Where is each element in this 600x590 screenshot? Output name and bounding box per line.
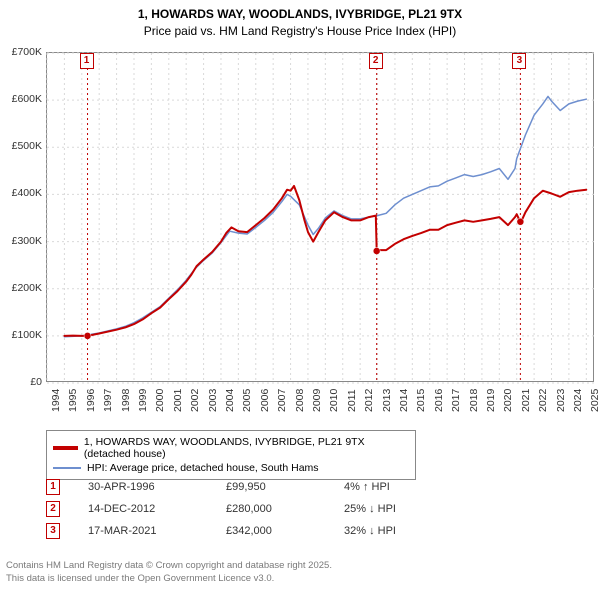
x-tick-label: 2011 bbox=[346, 389, 358, 412]
sale-row: 1 30-APR-1996 £99,950 4% ↑ HPI bbox=[46, 476, 454, 498]
sale-price: £99,950 bbox=[226, 481, 316, 493]
chart-legend: 1, HOWARDS WAY, WOODLANDS, IVYBRIDGE, PL… bbox=[46, 430, 416, 480]
x-tick-label: 2008 bbox=[294, 389, 306, 412]
x-tick-label: 1995 bbox=[67, 389, 79, 412]
legend-label: 1, HOWARDS WAY, WOODLANDS, IVYBRIDGE, PL… bbox=[84, 436, 409, 460]
sale-vs-hpi: 32% ↓ HPI bbox=[344, 525, 454, 537]
plot-region bbox=[46, 52, 594, 382]
sale-marker-badge: 3 bbox=[46, 523, 60, 539]
sale-marker-3: 3 bbox=[512, 53, 526, 69]
sale-vs-hpi: 4% ↑ HPI bbox=[344, 481, 454, 493]
x-tick-label: 2015 bbox=[415, 389, 427, 412]
sale-price: £342,000 bbox=[226, 525, 316, 537]
x-tick-label: 2017 bbox=[450, 389, 462, 412]
sale-row: 2 14-DEC-2012 £280,000 25% ↓ HPI bbox=[46, 498, 454, 520]
x-tick-label: 2004 bbox=[224, 389, 236, 412]
chart-title-line1: 1, HOWARDS WAY, WOODLANDS, IVYBRIDGE, PL… bbox=[0, 0, 600, 24]
x-tick-label: 2012 bbox=[363, 389, 375, 412]
sale-marker-badge: 2 bbox=[46, 501, 60, 517]
x-tick-label: 2013 bbox=[381, 389, 393, 412]
legend-item: 1, HOWARDS WAY, WOODLANDS, IVYBRIDGE, PL… bbox=[53, 435, 409, 461]
sale-price: £280,000 bbox=[226, 503, 316, 515]
y-tick-label: £100K bbox=[0, 329, 42, 341]
sale-date: 14-DEC-2012 bbox=[88, 503, 198, 515]
x-tick-label: 1996 bbox=[85, 389, 97, 412]
x-tick-label: 2006 bbox=[259, 389, 271, 412]
x-tick-label: 2018 bbox=[468, 389, 480, 412]
x-tick-label: 2019 bbox=[485, 389, 497, 412]
x-tick-label: 2020 bbox=[502, 389, 514, 412]
x-tick-label: 2025 bbox=[589, 389, 600, 412]
x-tick-label: 2024 bbox=[572, 389, 584, 412]
x-tick-label: 2014 bbox=[398, 389, 410, 412]
attribution-footer: Contains HM Land Registry data © Crown c… bbox=[6, 560, 332, 586]
y-tick-label: £600K bbox=[0, 93, 42, 105]
y-tick-label: £500K bbox=[0, 140, 42, 152]
x-tick-label: 1998 bbox=[120, 389, 132, 412]
x-tick-label: 2009 bbox=[311, 389, 323, 412]
y-tick-label: £400K bbox=[0, 187, 42, 199]
x-tick-label: 2021 bbox=[520, 389, 532, 412]
footer-line2: This data is licensed under the Open Gov… bbox=[6, 573, 332, 586]
x-tick-label: 2003 bbox=[207, 389, 219, 412]
x-tick-label: 1994 bbox=[50, 389, 62, 412]
x-tick-label: 1999 bbox=[137, 389, 149, 412]
y-tick-label: £700K bbox=[0, 46, 42, 58]
sale-row: 3 17-MAR-2021 £342,000 32% ↓ HPI bbox=[46, 520, 454, 542]
x-tick-label: 2010 bbox=[328, 389, 340, 412]
legend-swatch-blue bbox=[53, 467, 81, 469]
x-tick-label: 2000 bbox=[154, 389, 166, 412]
y-tick-label: £200K bbox=[0, 282, 42, 294]
x-tick-label: 2016 bbox=[433, 389, 445, 412]
x-tick-label: 2022 bbox=[537, 389, 549, 412]
x-tick-label: 1997 bbox=[102, 389, 114, 412]
sales-list: 1 30-APR-1996 £99,950 4% ↑ HPI 2 14-DEC-2012 £… bbox=[46, 476, 454, 542]
sale-marker-2: 2 bbox=[369, 53, 383, 69]
x-tick-label: 2001 bbox=[172, 389, 184, 412]
y-tick-label: £0 bbox=[0, 376, 42, 388]
y-tick-label: £300K bbox=[0, 235, 42, 247]
sale-date: 17-MAR-2021 bbox=[88, 525, 198, 537]
chart-area: £0 £100K £200K £300K £400K £500K £600K £700K 19… bbox=[0, 44, 600, 424]
legend-label: HPI: Average price, detached house, Sout… bbox=[87, 462, 319, 474]
x-tick-label: 2007 bbox=[276, 389, 288, 412]
sale-marker-1: 1 bbox=[80, 53, 94, 69]
x-tick-label: 2002 bbox=[189, 389, 201, 412]
x-tick-label: 2005 bbox=[241, 389, 253, 412]
legend-swatch-red bbox=[53, 447, 78, 449]
sale-date: 30-APR-1996 bbox=[88, 481, 198, 493]
footer-line1: Contains HM Land Registry data © Crown c… bbox=[6, 560, 332, 573]
sale-vs-hpi: 25% ↓ HPI bbox=[344, 503, 454, 515]
chart-title-line2: Price paid vs. HM Land Registry's House … bbox=[0, 24, 600, 44]
legend-item: HPI: Average price, detached house, Sout… bbox=[53, 461, 409, 475]
x-tick-label: 2023 bbox=[555, 389, 567, 412]
sale-marker-badge: 1 bbox=[46, 479, 60, 495]
